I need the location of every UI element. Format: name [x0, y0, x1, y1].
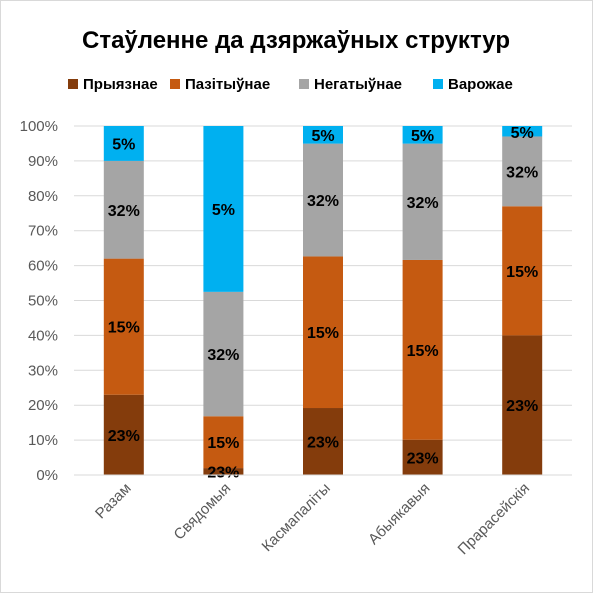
bar-segment — [303, 143, 343, 257]
bar-segment — [203, 126, 244, 292]
data-label: 23% — [506, 398, 538, 415]
data-label: 23% — [207, 465, 239, 482]
y-tick-label: 30% — [28, 362, 58, 379]
y-tick-label: 0% — [36, 467, 58, 484]
bar-segment — [502, 136, 543, 207]
legend-swatch — [433, 79, 443, 89]
bar-segment — [303, 408, 343, 475]
data-label: 32% — [307, 193, 339, 210]
y-tick-label: 90% — [28, 153, 58, 170]
data-label: 15% — [207, 435, 239, 452]
data-label: 15% — [307, 325, 339, 342]
bar-segment — [402, 439, 443, 475]
bar-segment — [203, 291, 244, 417]
y-tick-label: 50% — [28, 293, 58, 310]
data-label: 23% — [307, 435, 339, 452]
data-label: 5% — [311, 128, 334, 145]
data-label: 15% — [108, 320, 140, 337]
data-label: 15% — [407, 343, 439, 360]
legend-label: Прыязнае — [83, 76, 158, 93]
bar-segment — [402, 143, 443, 260]
bar-segment — [303, 126, 343, 144]
y-tick-label: 80% — [28, 188, 58, 205]
bar-segment — [203, 416, 244, 469]
legend-swatch — [299, 79, 309, 89]
bar-segment — [103, 394, 144, 475]
y-tick-label: 100% — [20, 118, 58, 135]
bar-segment — [402, 126, 443, 144]
data-labels: 23% 15% 32% 5% 23% 15% 32% 5% 23% 15% 32% 5% 23% 15% 3… — [108, 125, 538, 482]
data-label: 32% — [506, 164, 538, 181]
data-label: 23% — [108, 428, 140, 445]
bar-segment — [303, 256, 343, 409]
legend-swatch — [68, 79, 78, 89]
data-label: 15% — [506, 264, 538, 281]
data-label: 5% — [511, 125, 534, 142]
legend: Прыязнае Пазітыўнае Негатыўнае Варожае — [68, 76, 513, 93]
legend-label: Варожае — [448, 76, 513, 93]
bar-segment — [203, 468, 244, 475]
data-label: 5% — [411, 128, 434, 145]
y-tick-label: 20% — [28, 397, 58, 414]
data-label: 32% — [108, 203, 140, 220]
chart-title: Стаўленне да дзяржаўных структур — [82, 27, 510, 54]
y-tick-label: 60% — [28, 258, 58, 275]
bar-segment — [502, 335, 543, 475]
data-label: 32% — [207, 347, 239, 364]
y-axis: 0% 10% 20% 30% 40% 50% 60% 70% 80% 90% 100% — [20, 118, 58, 484]
bar-segment — [502, 206, 543, 336]
bar-segment — [402, 259, 443, 440]
bar-segment — [103, 258, 144, 395]
legend-label: Пазітыўнае — [185, 76, 270, 93]
y-tick-label: 40% — [28, 327, 58, 344]
bar-segment — [103, 126, 144, 161]
y-tick-label: 10% — [28, 432, 58, 449]
legend-swatch — [170, 79, 180, 89]
bars — [103, 126, 543, 475]
bar-segment — [502, 126, 543, 137]
data-label: 32% — [407, 195, 439, 212]
y-tick-label: 70% — [28, 223, 58, 240]
data-label: 23% — [407, 450, 439, 467]
legend-label: Негатыўнае — [314, 76, 402, 93]
bar-segment — [103, 160, 144, 259]
data-label: 5% — [212, 202, 235, 219]
data-label: 5% — [112, 136, 135, 153]
